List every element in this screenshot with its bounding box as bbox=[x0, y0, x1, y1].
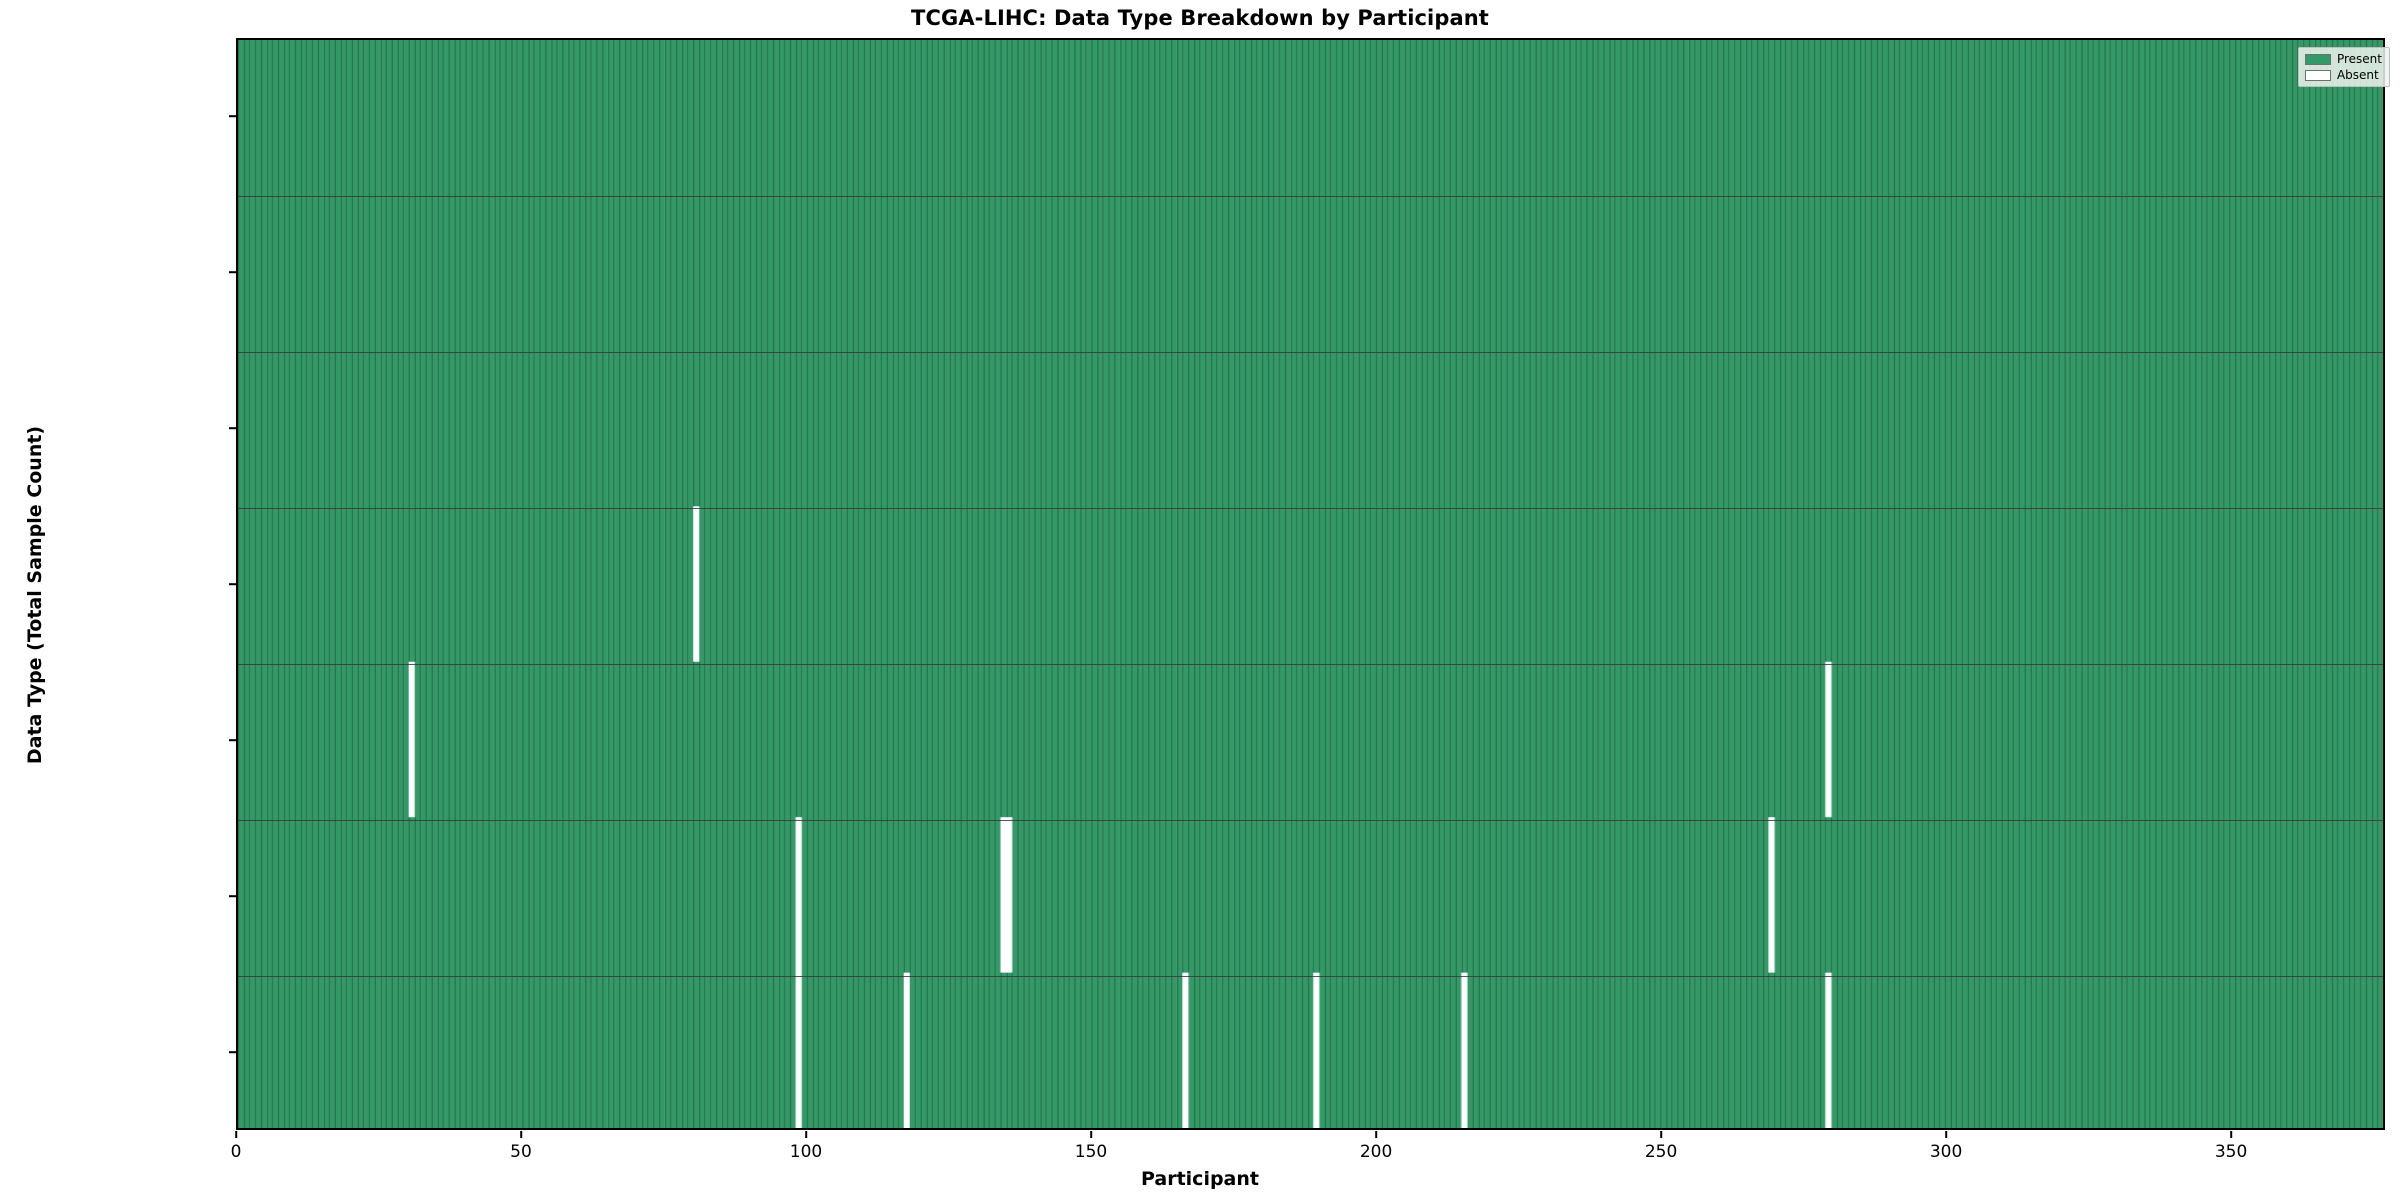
x-tick-label-100: 100 bbox=[789, 1142, 823, 1162]
x-tick-mark bbox=[520, 1131, 522, 1138]
x-tick-mark bbox=[1375, 1131, 1377, 1138]
legend-swatch-absent bbox=[2304, 69, 2331, 81]
row-separator bbox=[238, 976, 2383, 977]
y-tick-mark bbox=[229, 583, 236, 585]
y-tick-mark bbox=[229, 895, 236, 897]
y-tick-mark bbox=[229, 115, 236, 117]
x-tick-label-150: 150 bbox=[1074, 1142, 1108, 1162]
chart-title: TCGA-LIHC: Data Type Breakdown by Partic… bbox=[911, 6, 1489, 30]
heatmap-cells bbox=[238, 40, 2383, 1128]
row-separator bbox=[238, 508, 2383, 509]
x-tick-label-300: 300 bbox=[1929, 1142, 1963, 1162]
heatmap-plot-area bbox=[236, 38, 2385, 1130]
x-tick-label-250: 250 bbox=[1644, 1142, 1678, 1162]
x-tick-mark bbox=[2230, 1131, 2232, 1138]
legend-label: Absent bbox=[2336, 68, 2379, 82]
y-tick-mark bbox=[229, 739, 236, 741]
x-tick-mark bbox=[1660, 1131, 1662, 1138]
x-tick-label-50: 50 bbox=[510, 1142, 532, 1162]
x-tick-label-350: 350 bbox=[2214, 1142, 2248, 1162]
x-tick-mark bbox=[1945, 1131, 1947, 1138]
x-axis-label: Participant bbox=[1140, 1168, 1259, 1190]
legend-item-absent: Absent bbox=[2304, 68, 2382, 82]
legend-label: Present bbox=[2336, 52, 2382, 66]
legend: Present Absent bbox=[2297, 47, 2390, 87]
y-axis-label: Data Type (Total Sample Count) bbox=[24, 425, 46, 765]
y-tick-mark bbox=[229, 271, 236, 273]
row-separator bbox=[238, 196, 2383, 197]
legend-item-present: Present bbox=[2304, 52, 2382, 66]
row-separator bbox=[238, 352, 2383, 353]
x-tick-label-200: 200 bbox=[1359, 1142, 1393, 1162]
row-separator bbox=[238, 820, 2383, 821]
x-tick-mark bbox=[1090, 1131, 1092, 1138]
y-tick-mark bbox=[229, 1051, 236, 1053]
x-tick-mark bbox=[235, 1131, 237, 1138]
x-tick-label-0: 0 bbox=[230, 1142, 242, 1162]
x-tick-mark bbox=[805, 1131, 807, 1138]
legend-swatch-present bbox=[2304, 53, 2331, 65]
y-tick-mark bbox=[229, 427, 236, 429]
row-separator bbox=[238, 664, 2383, 665]
